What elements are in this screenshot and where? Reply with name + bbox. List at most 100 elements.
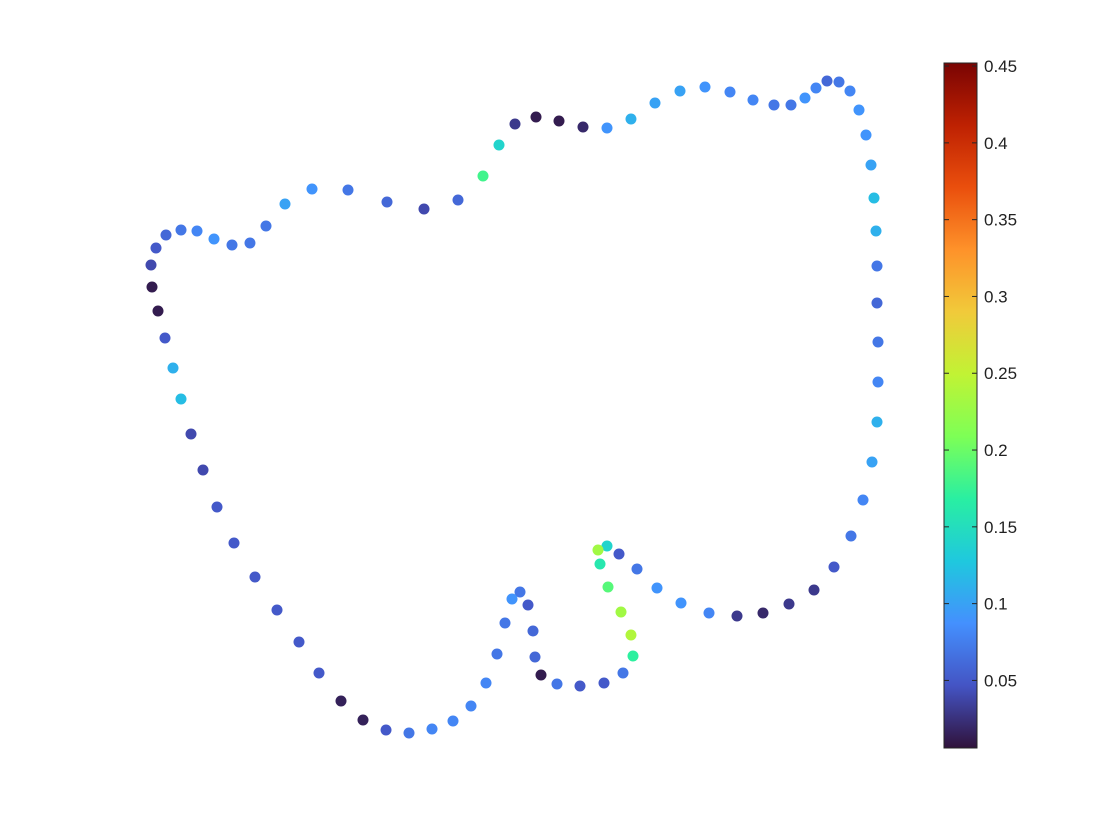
scatter-point (703, 607, 715, 619)
scatter-point (493, 139, 505, 151)
scatter-point (871, 260, 883, 272)
scatter-point (452, 194, 464, 206)
scatter-point (675, 597, 687, 609)
colorbar-tick-label: 0.2 (984, 441, 1008, 460)
scatter-point (208, 233, 220, 245)
scatter-point (175, 393, 187, 405)
scatter-point (535, 669, 547, 681)
scatter-point (403, 727, 415, 739)
scatter-point (551, 678, 563, 690)
scatter-point (260, 220, 272, 232)
scatter-point (271, 604, 283, 616)
scatter-point (871, 416, 883, 428)
scatter-point (447, 715, 459, 727)
colorbar-tick-label: 0.25 (984, 364, 1017, 383)
scatter-point (249, 571, 261, 583)
scatter-point (197, 464, 209, 476)
scatter-point (509, 118, 521, 130)
scatter-point (768, 99, 780, 111)
scatter-point (506, 593, 518, 605)
scatter-point (783, 598, 795, 610)
scatter-point (871, 297, 883, 309)
scatter-points (145, 75, 884, 739)
scatter-point (613, 548, 625, 560)
scatter-point (145, 259, 157, 271)
scatter-point (381, 196, 393, 208)
scatter-point (833, 76, 845, 88)
scatter-point (845, 530, 857, 542)
scatter-point (857, 494, 869, 506)
scatter-point (601, 540, 613, 552)
scatter-point (810, 82, 822, 94)
scatter-point (477, 170, 489, 182)
scatter-point (821, 75, 833, 87)
scatter-point (602, 581, 614, 593)
scatter-point (491, 648, 503, 660)
scatter-point (418, 203, 430, 215)
scatter-point (146, 281, 158, 293)
scatter-point (674, 85, 686, 97)
scatter-point (828, 561, 840, 573)
scatter-point (747, 94, 759, 106)
scatter-point (853, 104, 865, 116)
scatter-point (167, 362, 179, 374)
scatter-point (865, 159, 877, 171)
scatter-point (357, 714, 369, 726)
scatter-point (860, 129, 872, 141)
scatter-point (799, 92, 811, 104)
scatter-point (185, 428, 197, 440)
scatter-point (625, 629, 637, 641)
colorbar-gradient (943, 62, 978, 749)
scatter-point (592, 544, 604, 556)
scatter-point (152, 305, 164, 317)
scatter-point (465, 700, 477, 712)
scatter-point (306, 183, 318, 195)
scatter-point (279, 198, 291, 210)
colorbar-ticks: 0.05 0.1 0.15 0.2 0.25 0.3 0.35 0.4 0.45 (944, 57, 1017, 690)
colorbar-tick-label: 0.15 (984, 518, 1017, 537)
colorbar-tick-label: 0.3 (984, 287, 1008, 306)
scatter-point (598, 677, 610, 689)
scatter-point (313, 667, 325, 679)
scatter-point (530, 111, 542, 123)
scatter-point (699, 81, 711, 93)
scatter-point (868, 192, 880, 204)
scatter-point (866, 456, 878, 468)
scatter-point (514, 586, 526, 598)
scatter-point (211, 501, 223, 513)
scatter-point (553, 115, 565, 127)
scatter-point (522, 599, 534, 611)
scatter-point (808, 584, 820, 596)
colorbar-tick-label: 0.4 (984, 134, 1008, 153)
scatter-point (649, 97, 661, 109)
colorbar: 0.05 0.1 0.15 0.2 0.25 0.3 0.35 0.4 0.45 (943, 57, 1017, 749)
scatter-point (757, 607, 769, 619)
scatter-point (872, 376, 884, 388)
scatter-point (870, 225, 882, 237)
colorbar-tick-label: 0.1 (984, 595, 1008, 614)
scatter-point (335, 695, 347, 707)
scatter-point (731, 610, 743, 622)
scatter-point (426, 723, 438, 735)
scatter-point (529, 651, 541, 663)
colorbar-tick-label: 0.05 (984, 671, 1017, 690)
scatter-point (617, 667, 629, 679)
scatter-point (228, 537, 240, 549)
scatter-point (872, 336, 884, 348)
scatter-point (342, 184, 354, 196)
scatter-point (844, 85, 856, 97)
scatter-point (480, 677, 492, 689)
scatter-point (627, 650, 639, 662)
scatter-point (651, 582, 663, 594)
scatter-point (574, 680, 586, 692)
scatter-point (380, 724, 392, 736)
scatter-point (226, 239, 238, 251)
scatter-point (601, 122, 613, 134)
scatter-point (631, 563, 643, 575)
colorbar-tick-label: 0.45 (984, 57, 1017, 76)
scatter-point (175, 224, 187, 236)
scatter-point (577, 121, 589, 133)
scatter-point (499, 617, 511, 629)
scatter-point (594, 558, 606, 570)
